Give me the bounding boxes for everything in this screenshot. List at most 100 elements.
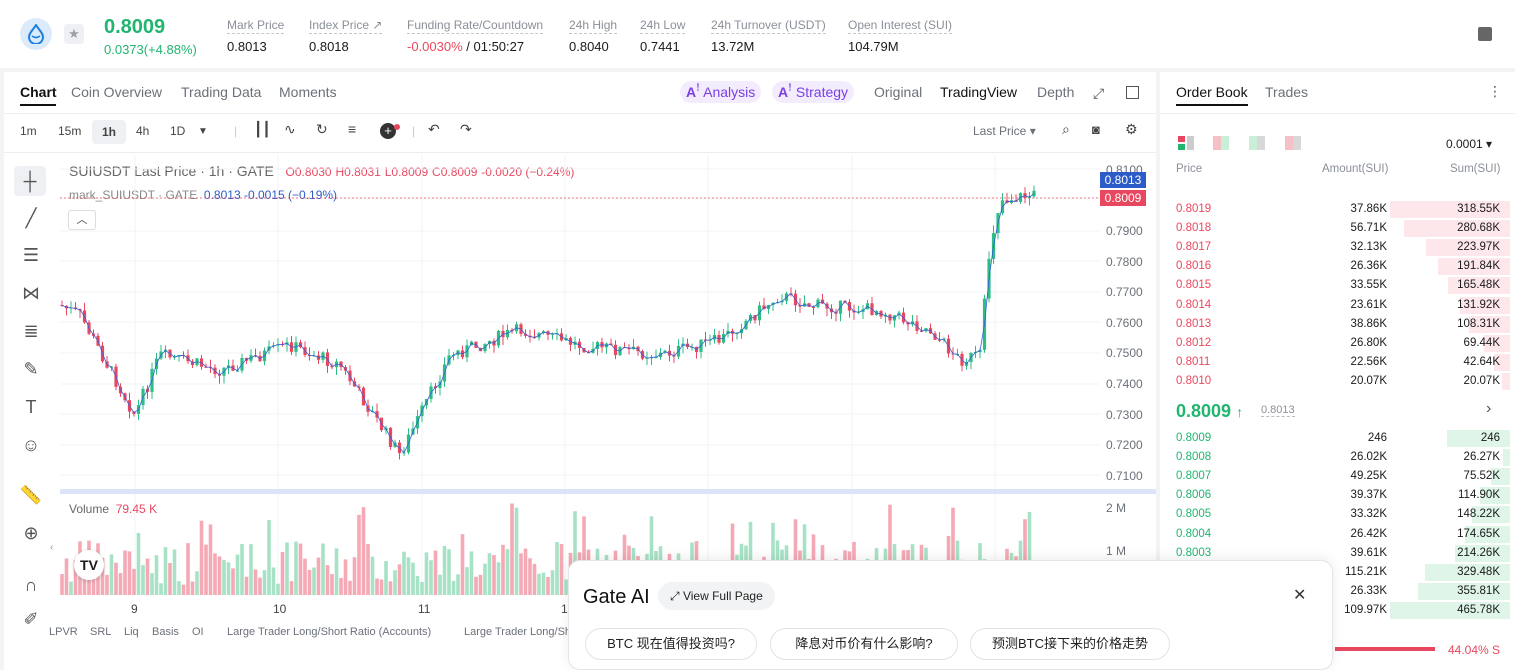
gear-icon[interactable]: ⚙ [1125,121,1138,137]
pane-separator[interactable] [60,489,1156,494]
depth-bar [1447,430,1510,447]
orderbook-row[interactable]: 0.8003 39.61K 214.26K [1160,544,1510,563]
orderbook-row[interactable]: 0.8006 39.37K 114.90K [1160,486,1510,505]
brush-icon[interactable]: ✎ [23,359,39,379]
tab-order-book[interactable]: Order Book [1176,84,1248,100]
pencil-lock-icon[interactable]: ✐ [23,609,39,629]
orderbook-row[interactable]: 0.8007 49.25K 75.52K [1160,467,1510,486]
tab-large-trader-positions[interactable]: Large Trader Long/Sh [464,626,572,638]
orderbook-row[interactable]: 0.8005 33.32K 148.22K [1160,505,1510,524]
collapse-legend-button[interactable]: ︿ [68,210,96,230]
volume-bar [564,579,568,595]
tab-original[interactable]: Original [874,84,923,100]
orderbook-row[interactable]: 26.33K 355.81K [1160,582,1510,601]
orderbook-row[interactable]: 0.8015 33.55K 165.48K [1160,276,1510,295]
tab-coin-overview[interactable]: Coin Overview [71,84,163,100]
analysis-button[interactable]: Aꜝ Analysis [680,81,762,103]
ai-suggestion-chip[interactable]: BTC 现在值得投资吗? [585,628,757,660]
precision-select[interactable]: 0.0001 ▾ [1446,137,1493,151]
fib-icon[interactable]: ≣ [23,321,39,341]
orderbook-row[interactable]: 0.8008 26.02K 26.27K [1160,448,1510,467]
interval-1d[interactable]: 1D [170,124,186,138]
ticker-header: ★ 0.8009 0.0373(+4.88%) Mark Price 0.8013… [0,0,1515,68]
tab-trading-data[interactable]: Trading Data [181,84,262,100]
orderbook-row[interactable]: 0.8013 38.86K 108.31K [1160,315,1510,334]
orderbook-row[interactable]: 0.8016 26.36K 191.84K [1160,257,1510,276]
volume-bar [330,574,334,595]
view-full-page-button[interactable]: ⤢ View Full Page [658,582,775,610]
orderbook-row[interactable]: 109.97K 465.78K [1160,601,1510,620]
orderbook-row[interactable]: 115.21K 329.48K [1160,563,1510,582]
interval-4h[interactable]: 4h [136,124,150,138]
interval-1h[interactable]: 1h [92,120,126,144]
magnet-icon[interactable]: ∩ [24,575,38,595]
candle-body [1032,190,1036,197]
ai-suggestion-chip[interactable]: 预测BTC接下来的价格走势 [970,628,1170,660]
tab-depth[interactable]: Depth [1037,84,1075,100]
stat-index-price[interactable]: Index Price ↗ 0.8018 [309,18,383,54]
text-tool-icon[interactable]: T [25,397,37,417]
tab-trades[interactable]: Trades [1265,84,1309,100]
row-price: 0.8005 [1176,508,1212,521]
pattern-icon[interactable]: ⋈ [22,283,40,303]
tab-tradingview[interactable]: TradingView [940,84,1018,100]
settings-list-icon[interactable]: ≡ [348,121,357,137]
redo-icon[interactable]: ↷ [460,121,472,137]
book-icon[interactable] [1478,27,1492,41]
chevron-left-icon[interactable]: ‹ [50,542,54,553]
depth-bar [1404,220,1510,238]
tab-basis[interactable]: Basis [152,626,179,638]
candle-type-icon[interactable]: ┃┃ [254,121,271,137]
search-icon[interactable]: ⌕ [1062,121,1070,137]
orderbook-row[interactable]: 0.8011 22.56K 42.64K [1160,353,1510,372]
ruler-icon[interactable]: 📏 [19,485,43,505]
zoom-in-icon[interactable]: ⊕ [23,523,39,543]
candlestick-chart[interactable] [60,155,1100,595]
chevron-down-icon[interactable]: ▼ [198,126,208,137]
tab-oi[interactable]: OI [192,626,204,638]
row-amount: 38.86K [1350,317,1387,330]
orderbook-row[interactable]: 0.8019 37.86K 318.55K [1160,200,1510,219]
horizontal-lines-icon[interactable]: ☰ [22,245,40,265]
ai-suggestion-chip[interactable]: 降息对币价有什么影响? [770,628,958,660]
volume-bar [649,516,654,595]
volume-bar [433,550,438,595]
orderbook-row[interactable]: 0.8004 26.42K 174.65K [1160,525,1510,544]
asks-view-icon[interactable] [1285,136,1301,150]
add-indicator-icon[interactable]: + [380,123,396,139]
tab-large-trader-accounts[interactable]: Large Trader Long/Short Ratio (Accounts) [227,626,432,638]
orderbook-row[interactable]: 0.8009 246 246 [1160,429,1510,448]
reset-icon[interactable]: ↻ [316,121,328,137]
bids-view-icon[interactable] [1249,136,1265,150]
stat-24h-low: 24h Low 0.7441 [640,18,686,54]
chevron-right-icon[interactable]: › [1486,400,1492,417]
split-view-icon[interactable] [1213,136,1229,150]
orderbook-row[interactable]: 0.8014 23.61K 131.92K [1160,296,1510,315]
interval-1m[interactable]: 1m [20,124,37,138]
row-amount: 33.32K [1350,508,1387,521]
both-sides-view-icon[interactable] [1178,136,1194,150]
strategy-button[interactable]: Aꜝ Strategy [772,81,855,103]
tab-chart[interactable]: Chart [20,84,57,100]
favorite-star-icon[interactable]: ★ [64,24,84,44]
indicators-icon[interactable]: ∿ [284,121,296,137]
orderbook-row[interactable]: 0.8012 26.80K 69.44K [1160,334,1510,353]
crosshair-icon[interactable]: ┼ [14,166,46,196]
last-price-select[interactable]: Last Price ▾ [973,124,1036,138]
tab-moments[interactable]: Moments [279,84,337,100]
more-menu-icon[interactable]: ⋮ [1488,83,1502,99]
orderbook-row[interactable]: 0.8018 56.71K 280.68K [1160,219,1510,238]
interval-15m[interactable]: 15m [58,124,82,138]
orderbook-row[interactable]: 0.8017 32.13K 223.97K [1160,238,1510,257]
orderbook-row[interactable]: 0.8010 20.07K 20.07K [1160,372,1510,391]
trend-line-icon[interactable]: ╱ [25,208,37,228]
close-icon[interactable]: ✕ [1293,587,1307,604]
camera-icon[interactable]: ◙ [1092,122,1100,137]
tab-lpvr[interactable]: LPVR [49,626,78,638]
undo-icon[interactable]: ↶ [428,121,440,137]
emoji-icon[interactable]: ☺ [21,435,41,455]
tab-liq[interactable]: Liq [124,626,139,638]
fullscreen-icon[interactable] [1126,86,1139,99]
tab-srl[interactable]: SRL [90,626,112,638]
expand-icon[interactable]: ⤢ [1093,85,1105,101]
